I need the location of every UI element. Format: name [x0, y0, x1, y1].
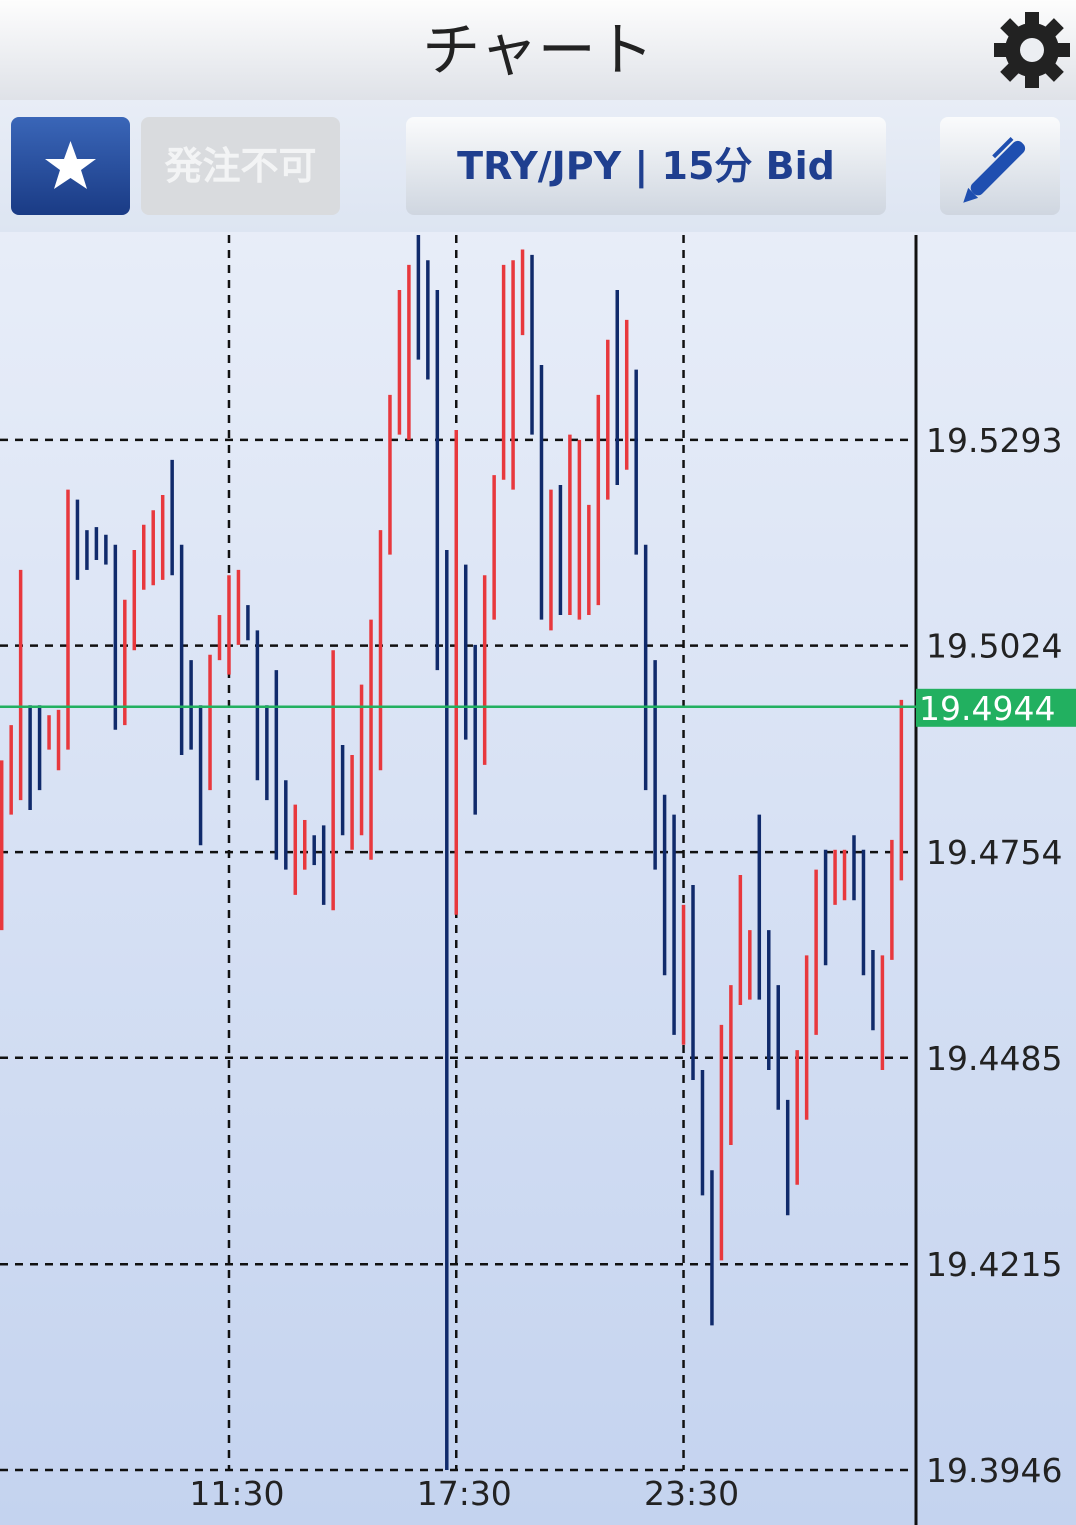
y-tick-label: 19.5293	[926, 421, 1062, 460]
y-tick-label: 19.5024	[926, 627, 1062, 666]
y-tick-label: 19.4485	[926, 1039, 1062, 1078]
symbol-button[interactable]: TRY/JPY | 15分 Bid	[406, 117, 886, 215]
header: チャート	[0, 0, 1076, 100]
settings-icon[interactable]	[992, 10, 1072, 90]
pen-icon	[963, 137, 1026, 203]
favorite-button[interactable]	[11, 117, 130, 215]
toolbar: 発注不可 TRY/JPY | 15分 Bid	[0, 100, 1076, 232]
x-tick-label: 11:30	[189, 1474, 284, 1513]
x-tick-label: 17:30	[417, 1474, 512, 1513]
last-price-box	[916, 688, 1076, 727]
x-tick-label: 23:30	[644, 1474, 739, 1513]
y-tick-label: 19.3946	[926, 1451, 1062, 1490]
last-price-label: 19.4944	[919, 689, 1055, 728]
draw-button[interactable]	[940, 117, 1060, 215]
y-tick-label: 19.4215	[926, 1245, 1062, 1284]
title: チャート	[422, 16, 654, 84]
y-tick-label: 19.4754	[926, 833, 1062, 872]
order-button[interactable]: 発注不可	[141, 117, 340, 215]
star-icon	[45, 141, 96, 189]
